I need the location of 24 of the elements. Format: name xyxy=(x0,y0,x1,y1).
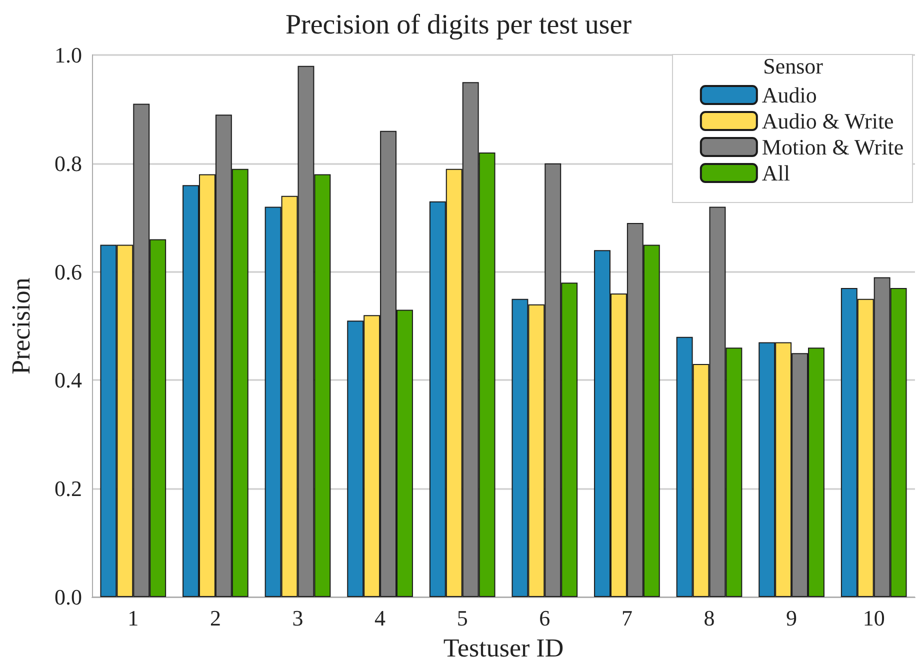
legend-label: All xyxy=(762,160,790,186)
x-tick-label: 3 xyxy=(292,606,304,630)
x-tick-label: 6 xyxy=(539,606,550,630)
legend-title: Sensor xyxy=(763,54,824,78)
legend-label: Audio & Write xyxy=(762,108,894,134)
y-tick-label: 1.0 xyxy=(54,42,82,68)
x-tick-label: 10 xyxy=(862,606,885,630)
y-tick-label: 0.8 xyxy=(54,150,82,176)
x-tick-label: 9 xyxy=(786,606,798,630)
legend-label: Motion & Write xyxy=(762,134,904,160)
y-tick-label: 0.0 xyxy=(54,584,82,610)
y-axis-title: Precision xyxy=(6,278,36,374)
x-tick-label: 8 xyxy=(704,606,715,630)
legend-label: Audio xyxy=(762,82,817,108)
x-tick-label: 5 xyxy=(456,606,468,630)
x-tick-label: 1 xyxy=(128,606,139,630)
y-tick-label: 0.4 xyxy=(54,368,82,393)
y-tick-label: 0.2 xyxy=(54,476,82,502)
x-tick-label: 7 xyxy=(621,606,632,630)
x-axis-title: Testuser ID xyxy=(443,634,564,662)
y-tick-label: 0.6 xyxy=(54,259,82,284)
x-tick-label: 4 xyxy=(374,606,386,630)
x-tick-label: 2 xyxy=(210,606,221,630)
chart-title: Precision of digits per test user xyxy=(285,10,632,40)
